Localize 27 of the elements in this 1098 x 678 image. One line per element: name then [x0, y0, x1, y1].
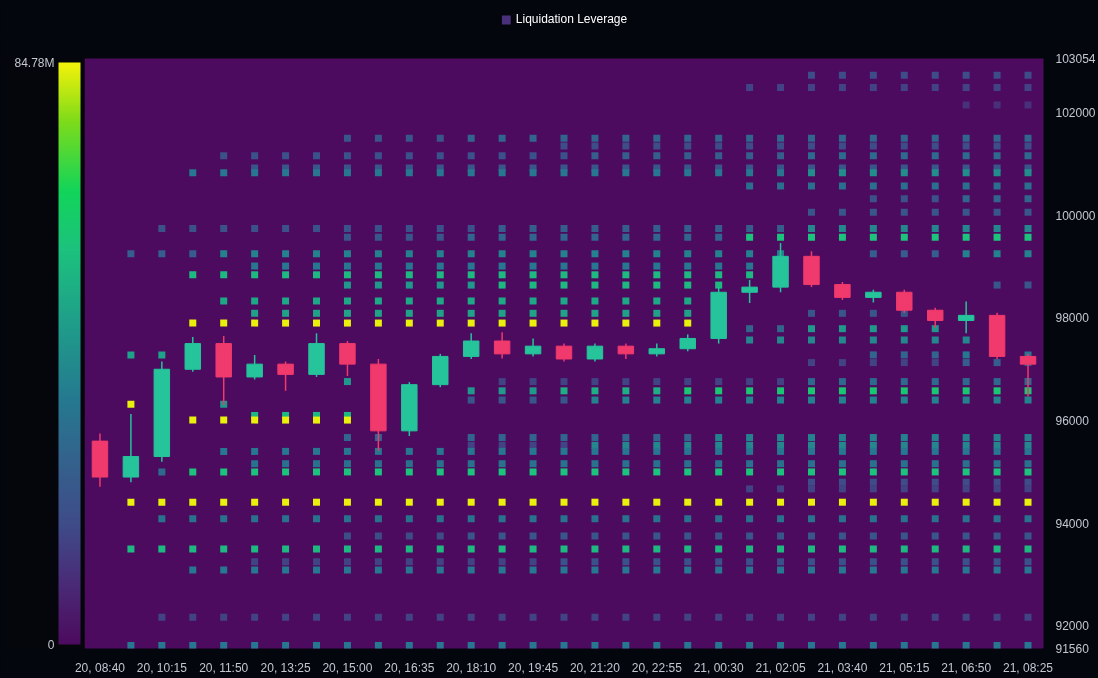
- y-tick-label: 91560: [1055, 642, 1090, 656]
- y-tick-label: 96000: [1055, 414, 1090, 429]
- x-tick-label: 21, 08:25: [1003, 660, 1054, 675]
- x-tick-label: 21, 02:05: [755, 660, 806, 675]
- x-tick-label: 20, 15:00: [322, 660, 373, 675]
- x-tick-label: 20, 22:55: [631, 660, 683, 675]
- x-tick-label: 20, 08:40: [74, 660, 126, 675]
- x-tick-label: 20, 13:25: [260, 660, 311, 675]
- x-tick-label: 20, 16:35: [384, 660, 435, 675]
- y-tick-label: 98000: [1055, 311, 1090, 326]
- y-tick-label: 100000: [1055, 208, 1096, 223]
- y-tick-label: 102000: [1055, 106, 1096, 121]
- x-tick-label: 21, 00:30: [693, 660, 745, 675]
- legend-label: Liquidation Leverage: [515, 12, 628, 26]
- x-tick-label: 20, 19:45: [508, 660, 559, 675]
- y-tick-label: 94000: [1055, 516, 1090, 531]
- y-tick-label: 92000: [1055, 619, 1090, 634]
- x-tick-label: 21, 05:15: [879, 660, 930, 675]
- y-tick-label: 103054: [1055, 52, 1096, 66]
- x-tick-label: 20, 18:10: [446, 660, 497, 675]
- x-tick-label: 20, 11:50: [199, 660, 249, 675]
- x-tick-label: 20, 21:20: [569, 660, 621, 675]
- x-tick-label: 21, 06:50: [941, 660, 992, 675]
- x-tick-label: 20, 10:15: [136, 660, 188, 675]
- color-bar-label: 84.78M: [14, 55, 55, 70]
- color-bar-label: 0: [47, 637, 55, 652]
- x-tick-label: 21, 03:40: [817, 660, 868, 675]
